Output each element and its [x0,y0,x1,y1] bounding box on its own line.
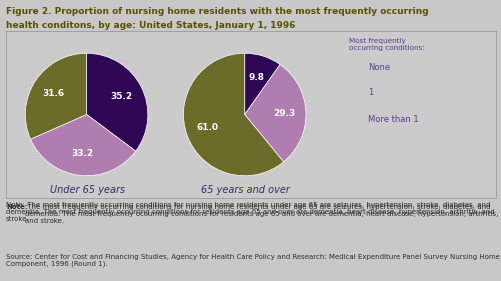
Text: None: None [367,63,389,72]
Wedge shape [86,53,147,151]
Text: Under 65 years: Under 65 years [50,185,125,195]
Text: More than 1: More than 1 [367,115,418,124]
Text: Most frequently
occurring conditions:: Most frequently occurring conditions: [348,38,424,51]
Text: 65 years and over: 65 years and over [200,185,289,195]
Wedge shape [244,53,280,115]
Text: 33.2: 33.2 [71,149,93,158]
Wedge shape [183,53,283,176]
Text: health conditons, by age: United States, January 1, 1996: health conditons, by age: United States,… [6,21,295,30]
Text: 29.3: 29.3 [272,108,295,117]
Text: 61.0: 61.0 [196,123,218,132]
Text: Figure 2. Proportion of nursing home residents with the most frequently occurrin: Figure 2. Proportion of nursing home res… [6,7,428,16]
Text: Source: Center for Cost and Financing Studies, Agency for Health Care Policy and: Source: Center for Cost and Financing St… [6,254,499,268]
Text: 1: 1 [367,88,372,97]
Text: 9.8: 9.8 [248,73,264,82]
Text: 31.6: 31.6 [43,89,65,98]
Wedge shape [244,65,305,162]
Text: 35.2: 35.2 [110,92,132,101]
Wedge shape [26,53,87,139]
Text: The most frequently occurring conditions for nursing home residents under age 65: The most frequently occurring conditions… [25,204,497,224]
Text: Note: The most frequently occurring conditions for nursing home residents under : Note: The most frequently occurring cond… [6,202,493,222]
Wedge shape [31,115,135,176]
Text: Note:: Note: [6,204,28,210]
